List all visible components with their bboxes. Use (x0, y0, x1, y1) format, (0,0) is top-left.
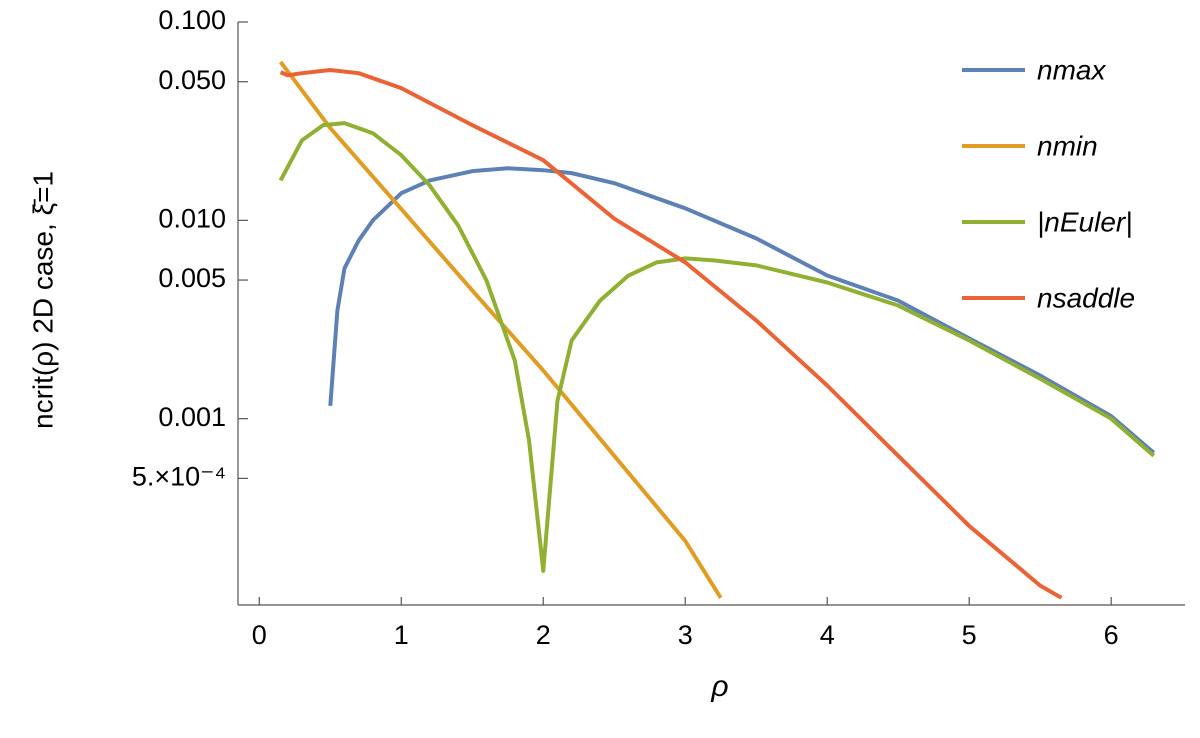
y-tick-label: 0.005 (158, 263, 226, 293)
legend-label: nsaddle (1037, 282, 1135, 313)
x-tick-label: 4 (820, 620, 835, 650)
legend-label: nmin (1037, 130, 1098, 161)
legend-label: |nEuler| (1037, 206, 1132, 237)
y-tick-label: 0.010 (158, 203, 226, 233)
y-tick-label: 0.100 (158, 5, 226, 35)
x-axis-label: ρ (710, 670, 728, 703)
x-tick-label: 0 (252, 620, 267, 650)
y-axis-label: ncrit(ρ) 2D case, ξ̄=1 (27, 171, 58, 429)
line-series (278, 60, 723, 599)
line-series (279, 67, 1063, 600)
y-tick-label: 0.001 (158, 402, 226, 432)
x-tick-label: 5 (962, 620, 977, 650)
x-tick-label: 3 (678, 620, 693, 650)
x-tick-label: 2 (536, 620, 551, 650)
legend-label: nmax (1037, 54, 1106, 85)
y-tick-label: 5.×10⁻⁴ (132, 462, 226, 492)
line-series (278, 121, 1156, 573)
x-tick-label: 1 (394, 620, 409, 650)
x-tick-label: 6 (1104, 620, 1119, 650)
y-tick-label: 0.050 (158, 65, 226, 95)
